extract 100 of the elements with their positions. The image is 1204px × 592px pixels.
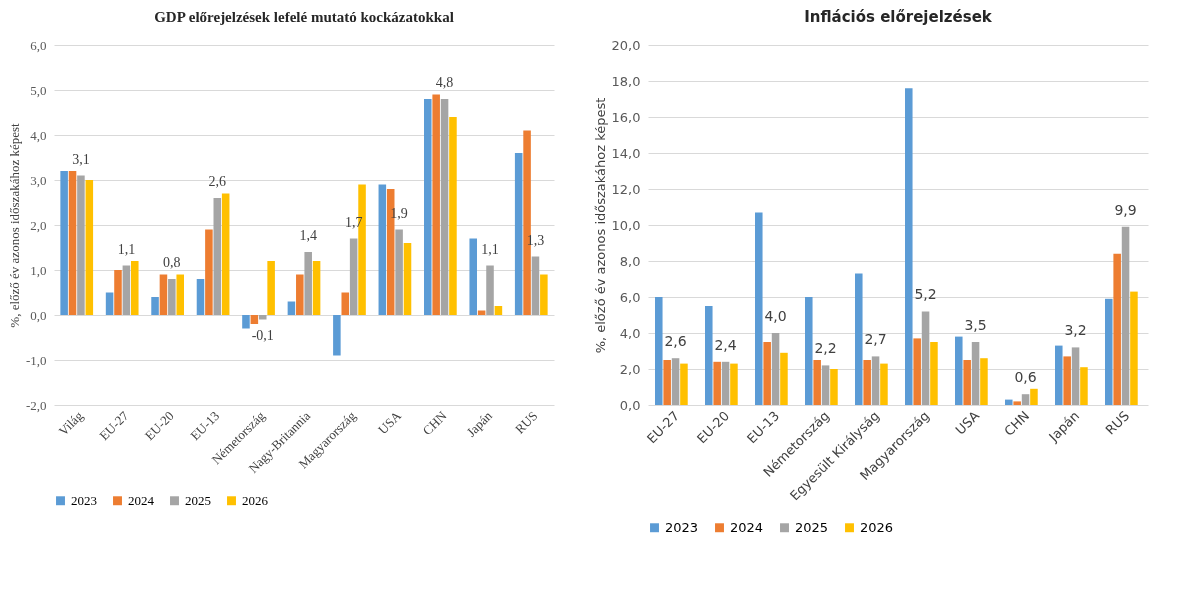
y-tick-label: 3,0 bbox=[30, 172, 47, 188]
bar bbox=[913, 338, 921, 405]
bar bbox=[151, 297, 159, 315]
y-tick-label: 10,0 bbox=[611, 217, 641, 233]
data-label: 1,1 bbox=[481, 241, 499, 257]
bar bbox=[1030, 388, 1038, 405]
x-tick-label: RUS bbox=[511, 408, 541, 437]
bar bbox=[77, 175, 85, 315]
bar bbox=[85, 180, 94, 315]
bar bbox=[449, 117, 457, 315]
bar bbox=[105, 292, 114, 315]
bar bbox=[378, 184, 387, 315]
bar bbox=[221, 193, 230, 315]
bar bbox=[955, 336, 963, 405]
data-label: 5,2 bbox=[914, 286, 937, 303]
y-tick-label: 0,0 bbox=[619, 397, 641, 413]
bar bbox=[863, 360, 871, 405]
bar bbox=[122, 265, 131, 315]
bar bbox=[763, 342, 771, 405]
y-tick-label: 12,0 bbox=[611, 181, 641, 197]
y-axis-title: %, előző év azonos időszakához képest bbox=[592, 97, 608, 354]
data-label: 2,4 bbox=[714, 336, 737, 353]
y-tick-label: 4,0 bbox=[619, 325, 641, 341]
data-label: 2,6 bbox=[664, 333, 687, 350]
y-tick-label: 2,0 bbox=[30, 217, 47, 233]
bar bbox=[531, 256, 540, 315]
bar bbox=[905, 88, 913, 405]
bar bbox=[176, 274, 184, 315]
bar bbox=[403, 243, 412, 315]
x-tick-label: USA bbox=[952, 408, 983, 438]
legend-label: 2026 bbox=[860, 519, 894, 535]
bar bbox=[205, 229, 213, 315]
data-label: 9,9 bbox=[1114, 201, 1137, 218]
bar bbox=[1005, 399, 1013, 405]
bar bbox=[755, 212, 763, 405]
bar bbox=[713, 361, 721, 405]
bar bbox=[830, 369, 838, 405]
y-tick-label: -1,0 bbox=[25, 352, 47, 368]
data-label: 1,1 bbox=[117, 241, 136, 257]
y-tick-label: 18,0 bbox=[611, 73, 641, 89]
bar bbox=[1021, 394, 1030, 405]
bar bbox=[671, 358, 680, 405]
bar bbox=[514, 153, 523, 315]
bar bbox=[469, 238, 478, 315]
y-tick-label: 6,0 bbox=[30, 37, 47, 53]
y-tick-label: 14,0 bbox=[611, 145, 641, 161]
data-label: 3,5 bbox=[964, 317, 987, 333]
legend-label: 2025 bbox=[795, 519, 829, 535]
bar bbox=[486, 265, 494, 315]
bar bbox=[296, 274, 304, 315]
bar bbox=[242, 315, 250, 329]
bar bbox=[1113, 253, 1121, 405]
data-label: 2,2 bbox=[814, 340, 837, 357]
bar bbox=[304, 252, 312, 315]
bar bbox=[663, 360, 671, 405]
bar bbox=[1105, 298, 1113, 405]
bar bbox=[341, 292, 350, 315]
bar bbox=[730, 363, 738, 405]
data-label: 4,8 bbox=[435, 75, 454, 90]
bar bbox=[855, 273, 863, 405]
bar bbox=[980, 358, 988, 405]
legend-label: 2024 bbox=[128, 492, 155, 508]
bar bbox=[168, 279, 176, 315]
bar bbox=[1071, 347, 1080, 405]
bar bbox=[159, 274, 168, 315]
bar bbox=[963, 360, 971, 405]
x-tick-label: USA bbox=[375, 407, 405, 438]
bar bbox=[68, 171, 77, 315]
bar bbox=[1130, 291, 1138, 405]
bar bbox=[349, 238, 358, 315]
data-label: 0,8 bbox=[163, 255, 181, 270]
y-tick-label: 1,0 bbox=[30, 262, 47, 278]
bar bbox=[540, 274, 548, 315]
legend-label: 2023 bbox=[71, 492, 97, 508]
bar bbox=[60, 171, 68, 315]
bar bbox=[1013, 401, 1021, 405]
bar bbox=[871, 356, 880, 405]
bar bbox=[395, 229, 403, 315]
legend-label: 2026 bbox=[242, 492, 269, 508]
bar bbox=[1080, 367, 1088, 405]
bar bbox=[333, 315, 341, 356]
bar bbox=[432, 94, 440, 315]
bar bbox=[921, 311, 930, 405]
data-label: 3,1 bbox=[72, 151, 90, 167]
bar bbox=[250, 315, 259, 324]
bar bbox=[813, 360, 821, 405]
x-tick-label: Világ bbox=[55, 407, 87, 439]
y-tick-label: 6,0 bbox=[619, 289, 641, 305]
bar bbox=[930, 342, 938, 405]
bar bbox=[213, 198, 222, 315]
bar bbox=[821, 365, 830, 405]
bar bbox=[971, 342, 980, 405]
y-tick-label: 16,0 bbox=[611, 109, 641, 125]
y-tick-label: 4,0 bbox=[30, 127, 47, 143]
bar bbox=[655, 297, 663, 405]
y-tick-label: 5,0 bbox=[30, 82, 47, 98]
bar bbox=[267, 261, 275, 315]
bar bbox=[424, 99, 432, 315]
bar bbox=[771, 333, 780, 405]
chart-title: GDP előrejelzések lefelé mutató kockázatokkal bbox=[154, 9, 454, 25]
